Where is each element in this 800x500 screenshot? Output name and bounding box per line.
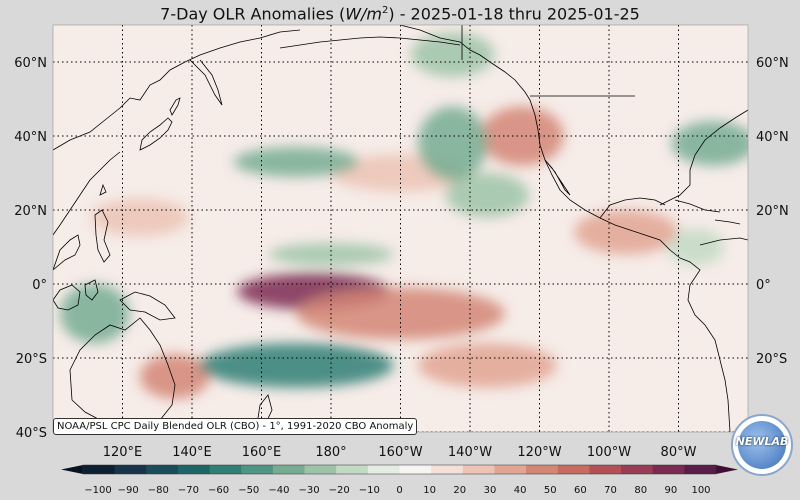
- colorbar-segment: [304, 465, 337, 474]
- map-area: [53, 25, 748, 432]
- negative-anomaly-15: [410, 32, 495, 77]
- colorbar-segment: [367, 465, 400, 474]
- negative-anomaly-8: [198, 343, 394, 388]
- colorbar-tick-label: 40: [514, 485, 527, 496]
- colorbar-segment: [83, 465, 116, 474]
- colorbar-tick-label: 70: [604, 485, 617, 496]
- colorbar-segment: [272, 465, 306, 474]
- colorbar-segment: [462, 465, 495, 474]
- latitude-label-left: 0°: [32, 278, 47, 293]
- colorbar-max-extension: [716, 465, 738, 474]
- colorbar-tick-label: −40: [268, 485, 289, 496]
- colorbar-tick-label: −20: [329, 485, 350, 496]
- positive-anomaly-2: [417, 343, 557, 388]
- latitude-label-right: 40°N: [756, 130, 789, 145]
- colorbar-segment: [399, 465, 432, 474]
- positive-anomaly-5: [139, 354, 210, 399]
- negative-anomaly-14: [268, 243, 394, 266]
- colorbar-tick-label: −10: [359, 485, 380, 496]
- longitude-label: 140°E: [172, 445, 212, 460]
- globe-icon: [738, 421, 786, 469]
- colorbar-segment: [652, 465, 685, 474]
- colorbar-tick-label: 60: [574, 485, 587, 496]
- coastlines: [53, 25, 748, 432]
- colorbar-segment: [241, 465, 274, 474]
- colorbar-tick-label: 20: [453, 485, 466, 496]
- colorbar-tick-label: −90: [118, 485, 139, 496]
- longitude-label: 140°W: [448, 445, 492, 460]
- longitude-labels: 120°E 140°E 160°E 180° 160°W 140°W 120°W 100°W 8…: [103, 445, 697, 460]
- colorbar-segment: [209, 465, 242, 474]
- colorbar-tick-label: −80: [148, 485, 169, 496]
- colorbar-segment: [146, 465, 179, 474]
- longitude-label: 120°W: [517, 445, 561, 460]
- colorbar-segment: [336, 465, 369, 474]
- latitude-label-right: 0°: [756, 278, 771, 293]
- colorbar-segment: [177, 465, 211, 474]
- colorbar-segment: [431, 465, 464, 474]
- negative-anomaly-11: [417, 106, 488, 181]
- longitude-label: 160°W: [378, 445, 422, 460]
- latitude-label-left: 40°S: [16, 426, 47, 441]
- latitude-label-left: 20°N: [14, 204, 47, 219]
- graticule: [53, 25, 748, 432]
- longitude-label: 160°E: [242, 445, 282, 460]
- latitude-label-left: 20°S: [16, 352, 47, 367]
- longitude-label: 100°W: [587, 445, 631, 460]
- negative-anomaly-9: [59, 284, 130, 344]
- map-title: 7-Day OLR Anomalies (W/m2) - 2025-01-18 …: [160, 4, 640, 24]
- negative-anomaly-12: [445, 173, 530, 218]
- colorbar-segment: [494, 465, 527, 474]
- colorbar-segment: [526, 465, 559, 474]
- colorbar-segment: [684, 465, 717, 474]
- longitude-label: 80°W: [661, 445, 697, 460]
- logo-text: NEWLAB: [735, 435, 789, 448]
- colorbar-tick-label: 0: [396, 485, 402, 496]
- negative-anomaly-13: [671, 121, 748, 166]
- colorbar-segment: [589, 465, 622, 474]
- longitude-label: 120°E: [103, 445, 143, 460]
- latitude-labels-right: 60°N40°N20°N0°20°S40°S: [756, 56, 789, 441]
- negative-anomaly-16: [668, 228, 724, 266]
- colorbar-tick-labels: −100 −90 −80 −70 −60 −50 −40 −30 −20 −10 0 10 20 30 40…: [84, 485, 710, 496]
- colorbar-tick-label: −50: [238, 485, 259, 496]
- colorbar-segment: [114, 465, 147, 474]
- colorbar-min-extension: [61, 465, 83, 474]
- latitude-label-left: 60°N: [14, 56, 47, 71]
- colorbar-tick-label: 100: [691, 485, 710, 496]
- colorbar-tick-label: −30: [298, 485, 319, 496]
- source-label: NOAA/PSL CPC Daily Blended OLR (CBO) - 1…: [53, 418, 418, 435]
- positive-anomaly-6: [91, 198, 189, 236]
- negative-anomaly-10: [233, 147, 359, 177]
- colorbar-tick-label: 90: [664, 485, 677, 496]
- latitude-label-right: 20°N: [756, 204, 789, 219]
- colorbar-tick-label: 80: [634, 485, 647, 496]
- colorbar: [61, 464, 738, 475]
- colorbar-segment: [621, 465, 654, 474]
- colorbar-frame: [82, 464, 717, 475]
- colorbar-segment: [557, 465, 590, 474]
- colorbar-tick-label: −70: [178, 485, 199, 496]
- colorbar-tick-label: 50: [544, 485, 557, 496]
- colorbar-tick-label: 30: [484, 485, 497, 496]
- colorbar-tick-label: 10: [423, 485, 436, 496]
- latitude-label-right: 60°N: [756, 56, 789, 71]
- longitude-label: 180°: [315, 445, 346, 460]
- lab-logo: NEWLAB: [731, 414, 793, 476]
- latitude-label-right: 20°S: [756, 352, 787, 367]
- latitude-labels-left: 60°N 40°N 20°N 0° 20°S 40°S: [14, 56, 47, 441]
- colorbar-tick-label: −100: [84, 485, 111, 496]
- positive-anomaly-4: [574, 210, 679, 255]
- latitude-label-left: 40°N: [14, 130, 47, 145]
- colorbar-tick-label: −60: [208, 485, 229, 496]
